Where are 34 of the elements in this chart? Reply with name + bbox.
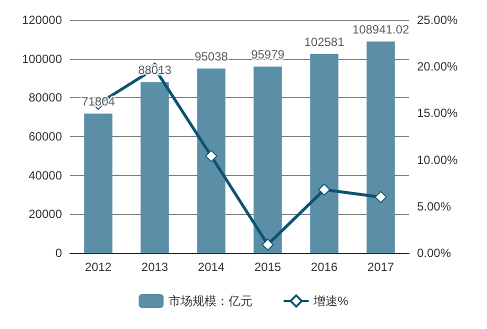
bar — [254, 66, 282, 253]
y2-tick-label: 5.00% — [417, 199, 452, 214]
point — [205, 150, 218, 162]
x-tick-label: 2014 — [198, 260, 225, 274]
y-tick-label: 40000 — [28, 168, 62, 182]
x-tick-label: 2015 — [254, 260, 282, 274]
y-tick-label: 60000 — [28, 130, 62, 144]
bar — [140, 82, 169, 253]
y-tick-label: 120000 — [22, 13, 62, 27]
point — [374, 191, 387, 204]
bar — [366, 41, 395, 253]
bar — [310, 54, 338, 253]
y2-tick-label: 15.00% — [417, 106, 458, 120]
text: 108941.02 — [352, 22, 410, 36]
y-tick-label: 80000 — [28, 90, 62, 105]
text: 95979 — [251, 48, 284, 62]
point — [262, 238, 274, 251]
y2-tick-label: 25.00% — [417, 13, 458, 27]
x-tick-label: 2017 — [367, 260, 394, 274]
text: 102581 — [304, 34, 344, 49]
y2-tick-label: 0.00% — [417, 246, 452, 260]
y2-tick-label: 20.00% — [417, 60, 458, 74]
x-tick-label: 2012 — [84, 260, 112, 274]
bar — [197, 68, 226, 253]
bar — [84, 114, 112, 253]
x-tick-label: 2016 — [310, 260, 338, 274]
legend-label: 增速% — [312, 294, 349, 308]
y2-tick-label: 10.00% — [417, 152, 458, 167]
y-tick-label: 0 — [55, 246, 62, 260]
legend-label: 市场规模：亿元 — [168, 294, 253, 308]
y-tick-label: 100000 — [22, 52, 62, 66]
y-tick-label: 20000 — [28, 207, 62, 222]
x-tick-label: 2013 — [141, 260, 168, 274]
point — [318, 184, 330, 196]
